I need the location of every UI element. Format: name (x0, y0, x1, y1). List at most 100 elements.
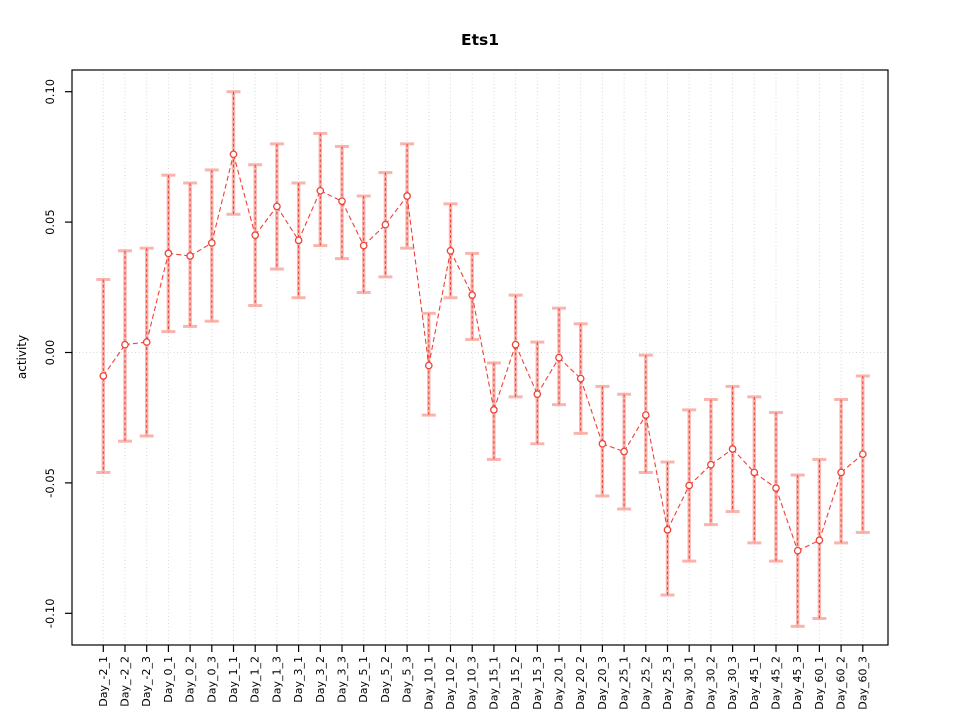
x-tick-label: Day_10_2 (444, 656, 457, 710)
data-point-marker (251, 231, 260, 239)
series-connecting-segment (558, 357, 582, 379)
data-point-marker (207, 239, 216, 247)
series-connecting-segment (818, 472, 842, 541)
data-point-marker (446, 246, 455, 255)
series-connecting-segment (341, 200, 365, 246)
data-point-marker (598, 439, 607, 448)
data-point-marker (837, 468, 845, 477)
x-tick-label: Day_30_3 (726, 656, 739, 710)
y-axis-title: activity (15, 335, 29, 379)
data-point-marker (294, 236, 303, 245)
axis-layer: -0.10 -0.05 0.00 0.05 0.10 Day_-2_1 Day_-2_2 Da… (43, 69, 889, 710)
data-point-marker (338, 197, 346, 206)
data-point-marker (728, 445, 737, 453)
series-connecting-segment (515, 344, 538, 395)
data-point-marker (490, 406, 498, 414)
x-tick-label: Day_45_3 (791, 656, 804, 710)
data-point-marker (142, 338, 151, 346)
x-tick-label: Day_25_1 (618, 656, 631, 710)
data-point-marker (772, 484, 780, 492)
series-connecting-segment (710, 448, 733, 466)
x-tick-label: Day_45_2 (770, 656, 783, 710)
data-series-layer (96, 90, 870, 628)
series-connecting-segment (623, 414, 647, 452)
series-connecting-segment (753, 472, 777, 489)
data-point-marker (663, 525, 672, 534)
x-tick-label: Day_15_1 (487, 656, 500, 710)
y-tick-label: 0.10 (43, 79, 57, 105)
x-tick-label: Day_0_3 (205, 656, 218, 703)
series-connecting-segment (146, 253, 169, 343)
x-tick-label: Day_60_1 (813, 656, 826, 710)
series-connecting-segment (320, 190, 343, 202)
data-point-marker (793, 546, 802, 555)
data-point-marker (359, 241, 368, 250)
x-tick-label: Day_3_1 (292, 656, 305, 703)
data-point-marker (403, 192, 411, 200)
data-point-marker (424, 361, 433, 370)
plot-box (71, 69, 889, 646)
x-tick-label: Day_5_1 (357, 656, 370, 703)
x-tick-label: Day_20_3 (596, 656, 609, 710)
series-connecting-segment (189, 242, 213, 257)
y-tick-label: -0.10 (43, 598, 57, 628)
x-tick-label: Day_10_3 (466, 656, 479, 710)
data-point-marker (229, 150, 238, 159)
data-point-marker (620, 447, 628, 456)
x-tick-label: Day_45_1 (748, 656, 761, 710)
series-connecting-segment (797, 539, 820, 552)
x-tick-label: Day_3_3 (336, 656, 349, 703)
series-connecting-segment (298, 190, 321, 241)
series-connecting-segment (232, 154, 256, 236)
series-connecting-segment (536, 357, 560, 395)
series-connecting-segment (732, 448, 755, 473)
data-point-marker (533, 390, 542, 399)
series-connecting-segment (471, 295, 495, 410)
x-tick-label: Day_5_2 (379, 656, 392, 703)
x-tick-label: Day_15_2 (509, 656, 522, 710)
y-tick-label: 0.00 (43, 340, 57, 366)
x-tick-label: Day_60_3 (856, 656, 869, 710)
series-connecting-segment (276, 206, 300, 241)
series-connecting-segment (645, 414, 669, 530)
y-tick-label: -0.05 (43, 468, 57, 498)
x-tick-label: Day_1_1 (227, 656, 240, 703)
x-tick-label: Day_-2_3 (140, 656, 153, 707)
data-point-marker (641, 411, 650, 419)
x-tick-label: Day_60_2 (835, 656, 848, 710)
data-point-marker (815, 536, 824, 545)
data-point-marker (858, 450, 867, 459)
x-tick-label: Day_0_2 (184, 656, 197, 703)
data-point-marker (164, 249, 173, 258)
chart-title: Ets1 (461, 31, 499, 49)
data-point-marker (511, 340, 520, 349)
x-tick-label: Day_20_2 (574, 656, 587, 710)
series-connecting-segment (667, 485, 690, 531)
series-connecting-segment (775, 487, 799, 551)
series-connecting-segment (363, 224, 386, 246)
grid-layer (72, 70, 888, 645)
series-connecting-segment (493, 344, 517, 411)
data-point-marker (468, 291, 477, 299)
data-point-marker (685, 481, 694, 490)
x-tick-label: Day_25_2 (639, 656, 652, 710)
data-point-marker (186, 252, 194, 260)
data-point-marker (273, 202, 281, 211)
x-tick-label: Day_15_3 (531, 656, 544, 710)
data-point-marker (99, 372, 108, 380)
data-point-marker (316, 186, 325, 195)
data-point-marker (576, 374, 585, 383)
y-tick-label: 0.05 (43, 209, 57, 235)
series-connecting-segment (384, 195, 408, 226)
data-point-marker (707, 460, 715, 469)
series-connecting-segment (254, 206, 278, 236)
x-tick-label: Day_1_2 (249, 656, 262, 703)
series-connecting-segment (580, 378, 603, 444)
x-tick-label: Day_30_2 (704, 656, 717, 710)
x-tick-label: Day_-2_2 (119, 656, 132, 707)
series-connecting-segment (406, 195, 430, 366)
data-point-marker (750, 468, 759, 477)
x-tick-label: Day_0_1 (162, 656, 175, 703)
